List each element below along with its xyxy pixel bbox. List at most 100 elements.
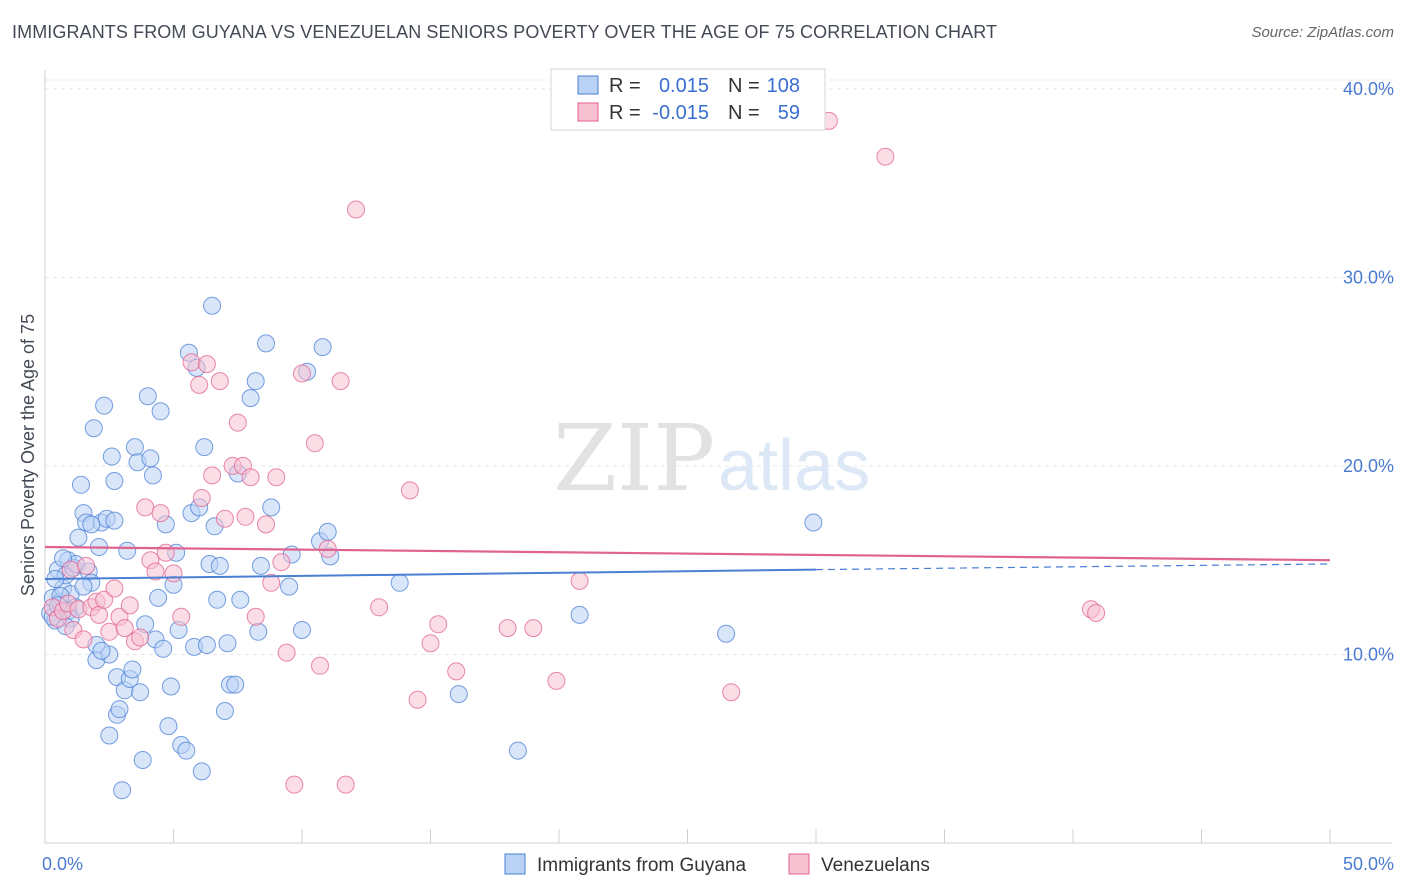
venezuelan-point-63	[722, 683, 741, 702]
guyana-point-11	[69, 528, 88, 547]
venezuelan-point-56	[421, 634, 440, 653]
guyana-point-37	[131, 683, 150, 702]
guyana-point-104	[123, 660, 142, 679]
guyana-point-68	[215, 702, 234, 720]
guyana-point-105	[82, 515, 101, 534]
guyana-point-49	[161, 677, 180, 696]
guyana-point-67	[210, 556, 229, 575]
legend-r-label-1: R =	[609, 75, 641, 97]
guyana-point-48	[159, 717, 178, 736]
guyana-point-62	[197, 636, 216, 654]
venezuelan-point-48	[311, 656, 329, 675]
chart-title: IMMIGRANTS FROM GUYANA VS VENEZUELAN SEN…	[12, 22, 998, 42]
venezuelan-point-29	[192, 489, 211, 507]
watermark-zip: ZIP	[553, 405, 715, 512]
venezuelan-point-53	[370, 598, 389, 617]
venezuelan-point-22	[146, 562, 165, 581]
guyana-point-44	[149, 588, 168, 607]
series-venezuelans-points	[43, 111, 1106, 794]
legend-n-value-1: 108	[767, 75, 800, 97]
venezuelan-point-33	[215, 509, 234, 528]
guyana-point-25	[100, 726, 119, 745]
guyana-point-85	[313, 338, 332, 357]
venezuelan-point-57	[429, 615, 448, 634]
guyana-point-80	[280, 577, 299, 596]
venezuelan-point-26	[172, 607, 191, 626]
guyana-point-31	[113, 781, 132, 800]
venezuelan-point-13	[100, 622, 119, 641]
guyana-point-89	[449, 685, 468, 704]
guyana-point-69	[218, 634, 237, 653]
source-label: Source: ZipAtlas.com	[1251, 24, 1394, 41]
guyana-point-82	[293, 621, 311, 639]
venezuelan-point-11	[90, 605, 108, 624]
guyana-point-103	[92, 641, 111, 660]
venezuelan-point-24	[156, 543, 175, 562]
guyana-point-78	[257, 334, 275, 353]
legend-r-label-2: R =	[609, 102, 641, 124]
venezuelan-point-62	[570, 571, 589, 590]
guyana-point-71	[226, 675, 245, 694]
guyana-point-75	[246, 372, 265, 391]
guyana-point-91	[570, 605, 589, 624]
y-tick-label-1: 10.0%	[1343, 644, 1394, 664]
venezuelan-point-30	[197, 355, 216, 374]
bottom-legend-label-venezuelans: Venezuelans	[821, 855, 930, 876]
venezuelan-point-43	[272, 553, 291, 572]
venezuelan-point-38	[241, 468, 260, 487]
guyana-point-22	[95, 396, 114, 415]
venezuelan-point-44	[277, 643, 296, 662]
guyana-point-64	[203, 296, 222, 315]
venezuelan-point-55	[408, 690, 427, 709]
watermark-atlas: atlas	[718, 426, 870, 506]
venezuelan-point-4	[61, 560, 80, 579]
venezuelan-point-47	[305, 434, 324, 453]
venezuelan-point-60	[524, 619, 543, 638]
venezuelan-point-31	[203, 466, 222, 485]
venezuelan-point-17	[120, 596, 139, 615]
venezuelan-point-54	[400, 481, 419, 500]
guyana-point-73	[231, 590, 250, 609]
guyana-point-66	[208, 590, 227, 609]
trend-line-guyana	[44, 568, 817, 581]
guyana-point-61	[195, 438, 214, 457]
guyana-point-17	[84, 419, 103, 438]
venezuelan-point-67	[1087, 604, 1106, 622]
guyana-point-35	[125, 438, 144, 457]
venezuelan-point-7	[74, 630, 93, 649]
venezuelan-point-61	[547, 671, 566, 690]
venezuelan-point-52	[347, 200, 365, 219]
guyana-point-42	[143, 466, 162, 485]
guyana-point-86	[318, 522, 337, 541]
venezuelan-point-37	[236, 507, 255, 526]
legend-n-value-2: 59	[778, 102, 800, 124]
guyana-point-106	[105, 511, 124, 530]
watermark: ZIP atlas	[553, 405, 870, 512]
guyana-point-88	[390, 573, 409, 592]
legend-n-label-1: N =	[728, 75, 760, 97]
legend-r-value-2: -0.015	[652, 102, 709, 124]
venezuelan-point-59	[498, 619, 517, 638]
trend-line-guyana-extension	[815, 563, 1331, 571]
grid	[45, 79, 1392, 655]
bottom-legend-swatch-guyana	[504, 853, 526, 875]
venezuelan-point-50	[331, 372, 350, 391]
venezuelan-point-39	[246, 607, 265, 626]
venezuelan-point-46	[293, 364, 311, 383]
y-tick-label-3: 30.0%	[1343, 267, 1394, 287]
guyana-point-41	[141, 449, 160, 468]
guyana-point-30	[110, 700, 129, 719]
legend-swatch-guyana	[577, 75, 599, 95]
guyana-point-74	[241, 389, 260, 408]
venezuelan-point-8	[77, 556, 96, 575]
guyana-point-60	[192, 762, 211, 781]
top-legend: R = 0.015 N = 108 R = -0.015 N = 59	[550, 68, 826, 131]
venezuelan-point-40	[257, 515, 275, 534]
x-tick-labels: 0.0% 50.0%	[42, 854, 1394, 874]
bottom-legend-label-guyana: Immigrants from Guyana	[537, 855, 746, 876]
y-tick-labels: 10.0% 20.0% 30.0% 40.0%	[1343, 79, 1394, 665]
venezuelan-point-35	[228, 413, 247, 432]
x-tick-label-min: 0.0%	[42, 854, 83, 874]
venezuelan-point-51	[336, 775, 355, 794]
